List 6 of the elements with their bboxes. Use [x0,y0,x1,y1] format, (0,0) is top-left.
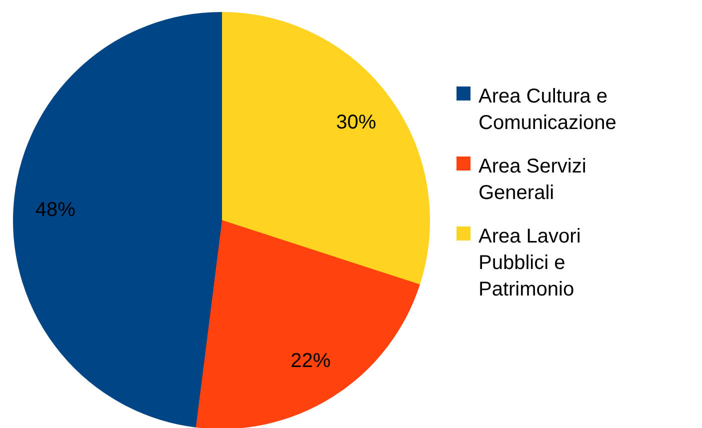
data-label: 30% [336,112,376,134]
legend-label: Area Lavori Pubblici e Patrimonio [478,226,581,300]
data-label: 22% [290,350,331,372]
legend-label: Area Cultura e Comunicazione [478,86,616,134]
legend-label: Area Servizi Generali [478,156,586,204]
data-label: 48% [35,199,76,222]
